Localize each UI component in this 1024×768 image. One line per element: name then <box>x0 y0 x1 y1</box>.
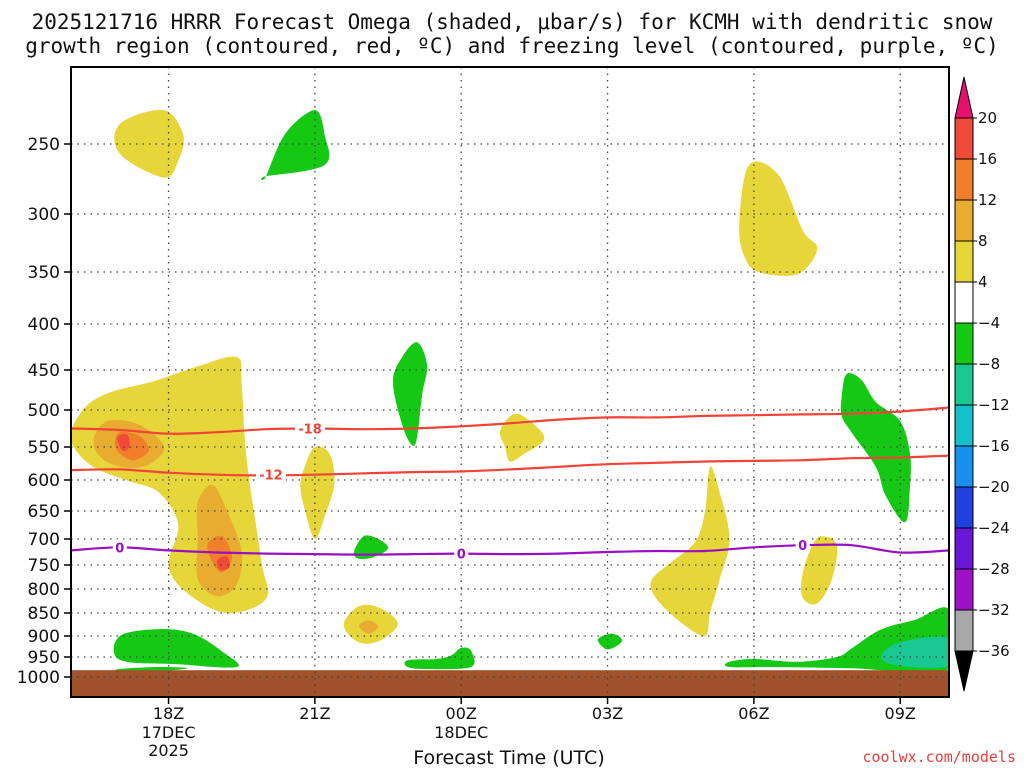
y-tick-label: 850 <box>28 604 60 624</box>
colorbar-bottom-arrow <box>954 650 974 692</box>
x-tick-label: 03Z <box>592 704 623 723</box>
y-tick-label: 750 <box>28 556 60 576</box>
credit-text: coolwx.com/models <box>862 748 1016 766</box>
contour-label: 0 <box>798 539 807 554</box>
contour-label-bg <box>255 466 286 483</box>
x-tick-label: 21Z <box>299 704 330 723</box>
chart-title-line1: 2025121716 HRRR Forecast Omega (shaded, … <box>32 10 993 34</box>
contour-label-bg <box>112 539 127 556</box>
omega-region <box>117 433 130 451</box>
colorbar: 20 16 12 8 4 −4 −8 −12 −16 −20 −24 −28 −32 −36 <box>954 76 1010 692</box>
colorbar-label: −20 <box>978 478 1010 496</box>
x-tick-label: 18Z <box>153 704 184 723</box>
contour-line <box>71 406 949 435</box>
x-axis-label: Forecast Time (UTC) <box>413 747 604 768</box>
colorbar-bin <box>954 609 974 652</box>
plot-frame <box>70 66 950 698</box>
omega-region <box>597 633 623 650</box>
contour-label: -18 <box>298 423 322 438</box>
x-tick-label: 00Z <box>446 704 477 723</box>
contour-label-bg <box>454 545 469 562</box>
y-tick-label: 950 <box>28 648 60 668</box>
contour-label: 0 <box>115 541 124 556</box>
colorbar-label: −36 <box>978 642 1010 660</box>
y-tick-label: 250 <box>28 135 60 155</box>
contour-label-bg <box>795 537 810 554</box>
omega-region <box>113 629 239 668</box>
omega-region <box>880 636 949 669</box>
omega-region <box>840 373 911 523</box>
y-tick-label: 800 <box>28 580 60 600</box>
x-tick-date: 17DEC <box>142 723 196 742</box>
contour-labels: -18 -12 0 0 0 <box>112 420 810 563</box>
colorbar-bin <box>954 486 974 529</box>
colorbar-bin <box>954 363 974 406</box>
y-tick-label: 450 <box>28 361 60 381</box>
omega-region <box>300 446 335 540</box>
colorbar-label: −24 <box>978 519 1010 537</box>
colorbar-bin <box>954 445 974 488</box>
omega-region <box>260 110 330 180</box>
colorbar-label: −32 <box>978 601 1010 619</box>
colorbar-bin <box>954 199 974 242</box>
colorbar-label: −12 <box>978 396 1010 414</box>
colorbar-label: −4 <box>978 314 1000 332</box>
y-tick-label: 350 <box>28 263 60 283</box>
grid-lines <box>71 67 949 697</box>
omega-region <box>216 556 230 571</box>
omega-region <box>801 536 838 605</box>
colorbar-label: −16 <box>978 437 1010 455</box>
colorbar-bin <box>954 240 974 283</box>
y-tick-label: 600 <box>28 471 60 491</box>
y-tick-label: 300 <box>28 205 60 225</box>
y-tick-label: 1000 <box>17 668 60 688</box>
colorbar-label: 8 <box>978 232 988 250</box>
colorbar-bin <box>954 281 974 324</box>
contour-label: 0 <box>457 548 466 563</box>
contour-line <box>71 454 949 477</box>
omega-region <box>404 647 475 670</box>
contour-label-bg <box>295 420 326 437</box>
x-tick-label: 09Z <box>885 704 916 723</box>
surface-layer <box>71 670 949 697</box>
x-tick-label: 06Z <box>738 704 769 723</box>
colorbar-label: 16 <box>978 150 997 168</box>
omega-region <box>353 535 389 560</box>
colorbar-label: 12 <box>978 191 997 209</box>
colorbar-bin <box>954 117 974 160</box>
y-tick-label: 650 <box>28 502 60 522</box>
y-axis: 250 300 350 400 450 500 550 600 650 700 750 800 850 9… <box>17 135 71 688</box>
omega-region <box>392 342 428 446</box>
y-tick-label: 900 <box>28 627 60 647</box>
x-tick-date: 18DEC <box>434 723 488 742</box>
omega-region <box>739 161 818 276</box>
colorbar-bin <box>954 527 974 570</box>
colorbar-top-arrow <box>954 76 974 119</box>
colorbar-bin <box>954 404 974 447</box>
contour-label: -12 <box>259 469 283 484</box>
colorbar-label: −8 <box>978 355 1000 373</box>
colorbar-bin <box>954 568 974 611</box>
x-tick-year: 2025 <box>148 741 189 760</box>
ground-surface <box>71 670 949 697</box>
colorbar-bin <box>954 322 974 365</box>
y-tick-label: 550 <box>28 438 60 458</box>
colorbar-label: 20 <box>978 109 997 127</box>
omega-region <box>499 413 545 462</box>
y-tick-label: 700 <box>28 530 60 550</box>
y-tick-label: 400 <box>28 315 60 335</box>
colorbar-label: −28 <box>978 560 1010 578</box>
colorbar-bin <box>954 158 974 201</box>
y-tick-label: 500 <box>28 401 60 421</box>
omega-region <box>358 620 379 634</box>
chart-title-line2: growth region (contoured, red, ºC) and f… <box>25 34 999 58</box>
colorbar-label: 4 <box>978 273 988 291</box>
